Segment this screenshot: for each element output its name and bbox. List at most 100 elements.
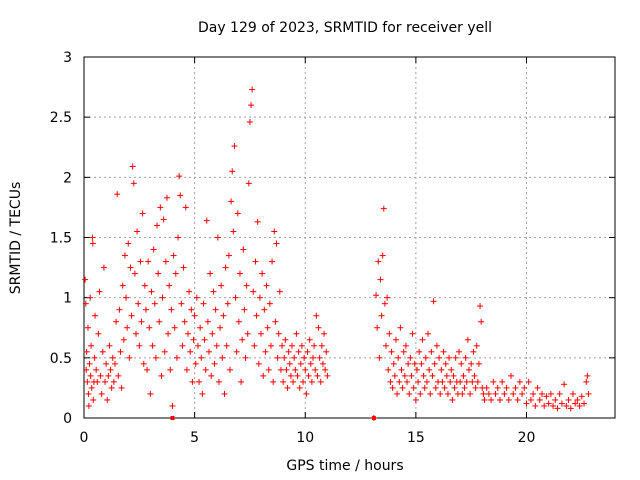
data-point [462, 354, 469, 361]
data-point [114, 191, 121, 198]
data-point [319, 360, 326, 367]
x-tick-label: 15 [407, 430, 425, 446]
data-point [89, 240, 96, 247]
data-point [387, 378, 394, 385]
data-point [113, 318, 120, 325]
data-point [98, 390, 105, 397]
data-point [178, 300, 185, 307]
data-point [376, 354, 383, 361]
data-point [117, 348, 124, 355]
data-point [198, 354, 205, 361]
data-point [385, 366, 392, 373]
data-point [255, 360, 262, 367]
data-point [406, 390, 413, 397]
data-point [569, 390, 576, 397]
data-point [285, 348, 292, 355]
data-point [175, 234, 182, 241]
data-point [225, 252, 232, 259]
data-point [140, 360, 147, 367]
data-point [87, 372, 94, 379]
data-point [192, 360, 199, 367]
data-point [253, 312, 260, 319]
data-point [121, 252, 128, 259]
data-point [136, 342, 143, 349]
data-point [157, 204, 164, 211]
data-point [177, 192, 184, 199]
data-point [168, 306, 175, 313]
data-point [412, 396, 419, 403]
data-point [88, 384, 95, 391]
data-point [286, 360, 293, 367]
data-point [417, 390, 424, 397]
data-point [155, 270, 162, 277]
data-point [167, 366, 174, 373]
data-point [269, 258, 276, 265]
data-point [431, 360, 438, 367]
data-point [407, 354, 414, 361]
data-point [232, 294, 239, 301]
data-point [184, 330, 191, 337]
data-point [283, 366, 290, 373]
data-point [300, 378, 307, 385]
data-point [471, 372, 478, 379]
y-tick-label: 3 [63, 50, 72, 66]
y-tick-label: 0.5 [50, 351, 72, 367]
data-point [523, 400, 530, 407]
data-point [102, 378, 109, 385]
data-point [556, 390, 563, 397]
data-point [547, 390, 554, 397]
data-point [380, 205, 387, 212]
data-point [558, 400, 565, 407]
data-point [154, 222, 161, 229]
data-point [246, 118, 253, 125]
data-point [199, 390, 206, 397]
data-point [291, 354, 298, 361]
data-point [379, 252, 386, 259]
data-point [392, 336, 399, 343]
data-point [473, 342, 480, 349]
data-point [162, 258, 169, 265]
data-point [472, 384, 479, 391]
ticks-layer: 0 0.5 1 1.5 2 2.5 3 0 5 10 15 20 [50, 50, 615, 446]
data-point [137, 258, 144, 265]
x-tick-label: 20 [518, 430, 536, 446]
data-point [373, 292, 380, 299]
data-point [85, 402, 92, 409]
data-point [536, 396, 543, 403]
data-point [505, 396, 512, 403]
data-point [565, 396, 572, 403]
data-point [166, 282, 173, 289]
data-point [156, 318, 163, 325]
data-point [105, 372, 112, 379]
data-point [235, 318, 242, 325]
data-point [138, 318, 145, 325]
data-point [189, 378, 196, 385]
data-point [88, 342, 95, 349]
data-point [578, 393, 585, 400]
data-point [130, 180, 137, 187]
data-point [399, 384, 406, 391]
data-point [468, 360, 475, 367]
data-point [381, 300, 388, 307]
data-point [211, 360, 218, 367]
data-point [292, 366, 299, 373]
y-tick-label: 1.5 [50, 231, 72, 247]
data-point [118, 384, 125, 391]
y-tick-label: 2 [63, 170, 72, 186]
data-point [413, 366, 420, 373]
data-point [576, 402, 583, 409]
data-point [280, 378, 287, 385]
data-point [288, 342, 295, 349]
data-point [213, 342, 220, 349]
data-point [390, 360, 397, 367]
data-point [275, 330, 282, 337]
data-point [196, 378, 203, 385]
data-point [394, 390, 401, 397]
data-point [383, 342, 390, 349]
data-point [485, 390, 492, 397]
data-point [469, 378, 476, 385]
data-point [201, 336, 208, 343]
data-point [259, 270, 266, 277]
data-point [384, 294, 391, 301]
data-point [316, 354, 323, 361]
